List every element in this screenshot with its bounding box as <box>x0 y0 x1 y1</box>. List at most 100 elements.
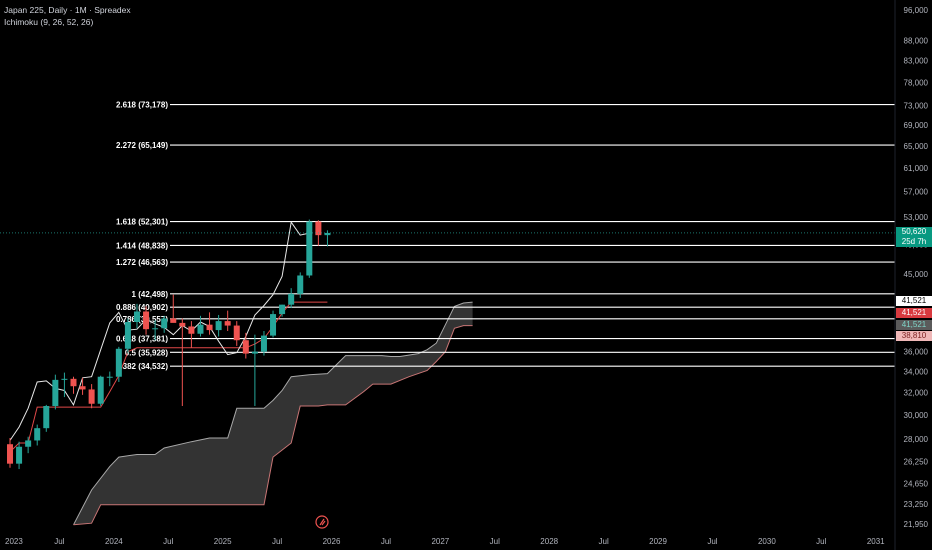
candle-body <box>324 232 331 236</box>
time-tick: 2028 <box>540 537 558 546</box>
spreadex-logo-icon <box>315 515 329 529</box>
candle-body <box>215 321 222 331</box>
candle-body <box>152 328 159 330</box>
price-tick: 88,000 <box>904 36 929 45</box>
candle <box>233 321 240 346</box>
price-tag-white: 41,521 <box>896 296 932 306</box>
candle <box>297 272 304 298</box>
candle-body <box>306 221 313 276</box>
fib-label: 0.886 (40,902) <box>116 303 168 312</box>
fib-label: 1.618 (52,301) <box>116 218 168 227</box>
fib-label: 1 (42,498) <box>132 290 169 299</box>
time-tick: Jul <box>599 537 609 546</box>
price-tick: 96,000 <box>904 6 929 15</box>
candle-body <box>88 389 95 404</box>
price-tick: 34,000 <box>904 368 929 377</box>
candle <box>279 304 286 317</box>
price-tag-cloud-b: 38,810 <box>896 331 932 341</box>
time-tick: Jul <box>54 537 64 546</box>
candle-body <box>315 221 322 236</box>
leading-span-a <box>73 301 473 526</box>
candle-body <box>242 340 249 354</box>
time-tick: 2024 <box>105 537 123 546</box>
price-tick: 53,000 <box>904 213 929 222</box>
fib-label: 2.618 (73,178) <box>116 101 168 110</box>
candle <box>106 371 113 387</box>
candle <box>179 318 186 407</box>
candle-body <box>206 324 213 331</box>
time-tick: 2029 <box>649 537 667 546</box>
candle <box>133 303 140 329</box>
candle-body <box>25 440 32 447</box>
candle <box>170 294 177 323</box>
candle <box>61 372 68 398</box>
candle <box>270 310 277 338</box>
fib-label: 0.382 (34,532) <box>116 362 168 371</box>
fib-label: 1.414 (48,838) <box>116 241 168 250</box>
candle-body <box>179 322 186 327</box>
candle <box>7 437 13 468</box>
candle-body <box>188 326 195 334</box>
candle-body <box>124 321 131 349</box>
fib-label: 1.272 (46,563) <box>116 258 168 267</box>
fib-label: 0.5 (35,928) <box>125 348 168 357</box>
price-tick: 30,000 <box>904 411 929 420</box>
price-tag-red: 41,521 <box>896 308 932 318</box>
time-tick: 2025 <box>214 537 232 546</box>
candle <box>115 346 122 382</box>
time-tick: Jul <box>816 537 826 546</box>
price-tick: 65,000 <box>904 142 929 151</box>
price-tick: 36,000 <box>904 348 929 357</box>
candle <box>16 441 23 470</box>
candle <box>161 315 168 333</box>
candle-body <box>224 321 231 326</box>
candle <box>251 334 258 407</box>
candle <box>206 312 213 335</box>
candle-body <box>7 444 13 464</box>
candle <box>288 288 295 309</box>
indicator-label[interactable]: Ichimoku (9, 26, 52, 26) <box>4 17 94 27</box>
candle-body <box>34 428 41 441</box>
candle-body <box>161 318 168 329</box>
candle <box>152 320 159 341</box>
candle <box>306 219 313 278</box>
candle-body <box>260 335 267 352</box>
candle-body <box>143 311 150 330</box>
price-tick: 73,000 <box>904 101 929 110</box>
last-price-value: 50,620 <box>901 227 927 236</box>
time-tick: Jul <box>490 537 500 546</box>
candle <box>25 436 32 454</box>
candle <box>215 314 222 337</box>
candle-body <box>233 325 240 341</box>
fib-extension-levels[interactable]: 2.618 (73,178) 2.272 (65,149) 1.618 (52,30… <box>116 101 895 372</box>
price-tick: 21,950 <box>904 520 929 529</box>
candle <box>197 315 204 337</box>
time-tick: Jul <box>707 537 717 546</box>
price-tick: 28,000 <box>904 435 929 444</box>
price-tick: 69,000 <box>904 121 929 130</box>
chart-title[interactable]: Japan 225, Daily · 1M · Spreadex <box>4 5 131 15</box>
price-tick: 61,000 <box>904 164 929 173</box>
candle <box>188 321 195 348</box>
candle <box>43 404 50 432</box>
lagging-span <box>9 220 310 441</box>
price-tick: 78,000 <box>904 78 929 87</box>
candle-body <box>115 348 122 377</box>
time-tick: Jul <box>272 537 282 546</box>
time-tick: 2030 <box>758 537 776 546</box>
candle <box>34 424 41 446</box>
time-tick: 2031 <box>867 537 885 546</box>
candle <box>88 384 95 409</box>
candle-body <box>79 386 86 390</box>
candle <box>224 310 231 331</box>
bar-countdown: 25d 7h <box>901 237 927 246</box>
time-axis[interactable]: 2023 Jul 2024 Jul 2025 Jul 2026 Jul 2027 Jul 2028 J… <box>5 537 885 546</box>
fib-label: 0.618 (37,381) <box>116 335 168 344</box>
time-tick: Jul <box>381 537 391 546</box>
candle-body <box>97 376 104 404</box>
candle-body <box>251 351 258 354</box>
price-axis[interactable]: 96,000 88,000 83,000 78,000 73,000 69,000 65,0… <box>894 0 929 550</box>
last-price-tag: 50,620 25d 7h <box>896 227 932 247</box>
candle <box>52 374 59 410</box>
